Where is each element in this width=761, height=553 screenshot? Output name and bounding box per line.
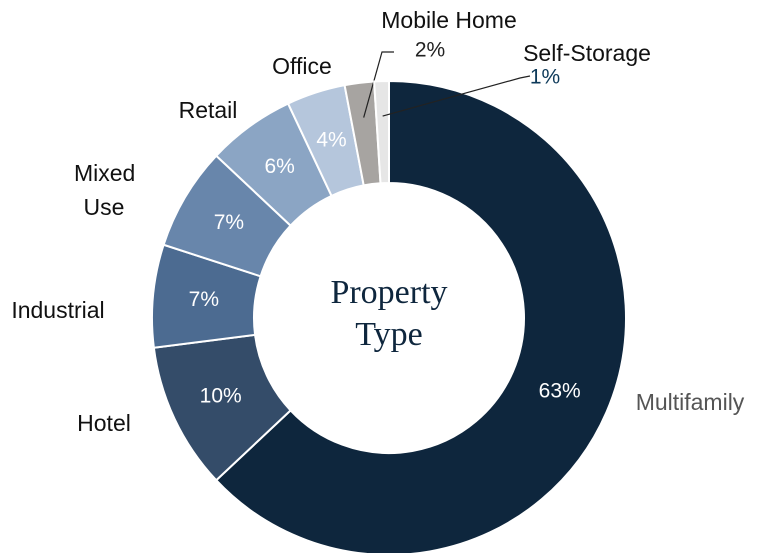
value-label: 10% — [200, 385, 242, 408]
category-label: Hotel — [77, 410, 131, 436]
slice — [214, 79, 627, 553]
value-label: 7% — [189, 288, 219, 311]
value-label: 4% — [316, 129, 346, 152]
category-label: Industrial — [11, 297, 105, 323]
center-text: Property Type — [330, 274, 448, 353]
slice — [373, 79, 390, 185]
category-label: Multifamily — [635, 389, 745, 415]
category-label: Office — [272, 53, 332, 79]
value-label: 2% — [415, 39, 445, 62]
leader-line — [382, 75, 531, 117]
category-label: Retail — [178, 97, 238, 123]
category-label: Self-Storage — [523, 40, 651, 66]
value-label: 63% — [539, 379, 581, 402]
leader-line — [363, 51, 394, 118]
value-label: 6% — [264, 155, 294, 178]
category-label: Mobile Home — [381, 7, 517, 33]
category-label: Mixed Use — [74, 160, 136, 220]
value-label: 1% — [530, 66, 560, 89]
value-label: 7% — [214, 211, 244, 234]
